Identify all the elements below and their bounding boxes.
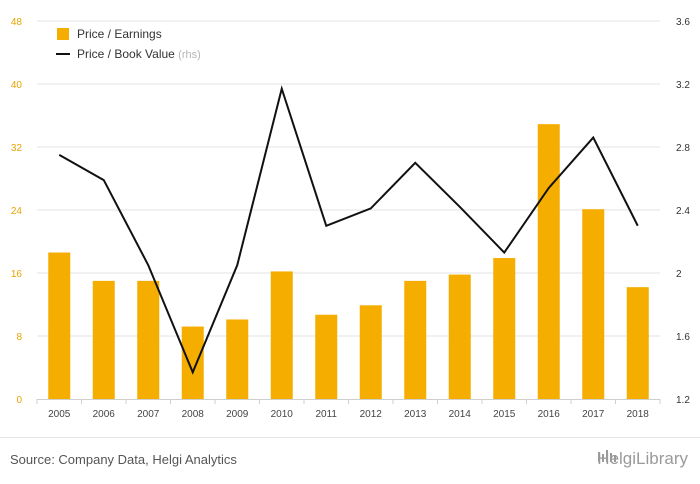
brand-logo[interactable]: HelgiLibrary [597,449,688,469]
y-left-tick-label: 40 [11,80,23,91]
y-left-tick-label: 24 [11,206,23,217]
bar [137,280,160,399]
y-left-tick-label: 0 [16,395,22,406]
y-left-tick-label: 8 [16,332,22,343]
bar [181,326,204,399]
chart-svg: 0 8 16 24 32 40 48 1.2 1.6 2 2.4 2.8 3.2 3.6 2005 2006 2… [11,17,690,420]
y-right-tick-label: 3.6 [676,17,690,28]
x-tick-label: 2007 [137,409,160,420]
bar [582,209,605,399]
legend-label-bar: Price / Earnings [77,27,162,41]
x-tick-label: 2017 [582,409,605,420]
bar [404,280,427,399]
bar [359,305,382,399]
y-right-tick-label: 2 [676,269,682,280]
x-tick-label: 2016 [538,409,561,420]
y-left-tick-label: 16 [11,269,23,280]
x-tick-label: 2015 [493,409,516,420]
x-tick-label: 2008 [182,409,205,420]
y-right-tick-label: 3.2 [676,80,690,91]
legend-rhs-note: (rhs) [178,49,201,61]
x-tick-label: 2005 [48,409,71,420]
x-tick-label: 2009 [226,409,249,420]
bar [537,124,560,399]
x-tick-label: 2010 [271,409,294,420]
y-right-tick-label: 2.4 [676,206,690,217]
footer: Source: Company Data, Helgi Analytics He… [0,437,700,484]
x-tick-label: 2013 [404,409,427,420]
y-left-tick-label: 48 [11,17,23,28]
x-tick-label: 2011 [315,409,337,420]
brand-name: HelgiLibrary [597,449,688,468]
x-tick-label: 2018 [627,409,650,420]
x-tick-label: 2006 [93,409,116,420]
y-left-tick-label: 32 [11,143,23,154]
bar [226,319,249,399]
bar [270,271,293,399]
line-series-price-book [58,85,639,375]
y-right-tick-label: 2.8 [676,143,690,154]
legend-label-line: Price / Book Value (rhs) [77,47,201,61]
y-right-tick-label: 1.6 [676,332,690,343]
bar [493,258,516,399]
x-tick-label: 2014 [449,409,472,420]
bar [448,274,471,399]
legend-swatch-bar [57,28,69,40]
bar [626,287,649,399]
source-text: Source: Company Data, Helgi Analytics [10,452,237,467]
bar [315,314,338,399]
x-tick-label: 2012 [360,409,383,420]
library-icon [598,450,617,462]
bar [48,252,71,399]
bar [92,280,115,399]
y-right-tick-label: 1.2 [676,395,690,406]
